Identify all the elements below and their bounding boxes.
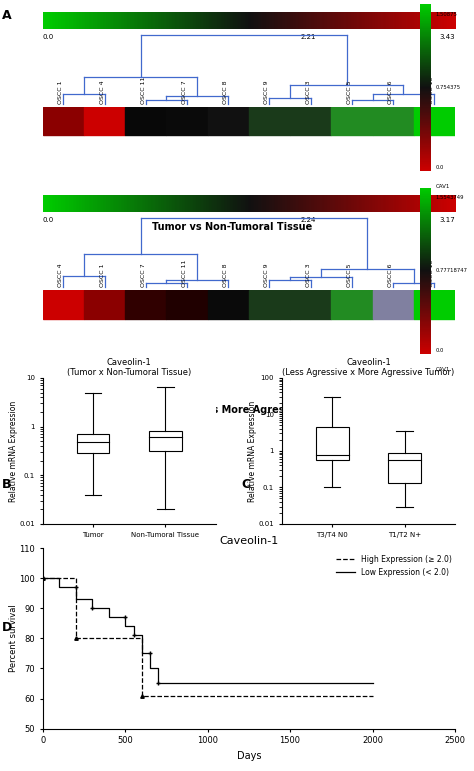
Bar	[388, 453, 421, 483]
Text: OSCC 4: OSCC 4	[100, 81, 104, 104]
High Expression (≥ 2.0)	[40, 574, 46, 583]
Line: Low Expression (< 2.0): Low Expression (< 2.0)	[43, 578, 373, 683]
High Expression (≥ 2.0)	[370, 691, 375, 700]
Bar	[290, 106, 331, 136]
Bar	[125, 290, 166, 318]
Y-axis label: Relative mRNA Expression: Relative mRNA Expression	[248, 400, 257, 502]
Text: OSCC 8: OSCC 8	[223, 264, 228, 288]
Text: Tumor vs Non-Tumoral Tissue: Tumor vs Non-Tumoral Tissue	[152, 221, 312, 231]
Low Expression (< 2.0)	[90, 604, 95, 613]
Text: OSCC 3: OSCC 3	[306, 264, 311, 288]
Line: High Expression (≥ 2.0): High Expression (≥ 2.0)	[43, 578, 373, 695]
Low Expression (< 2.0)	[73, 594, 79, 604]
Bar	[43, 290, 84, 318]
Text: OSCC 7: OSCC 7	[141, 264, 146, 288]
Low Expression (< 2.0)	[73, 583, 79, 592]
Low Expression (< 2.0)	[106, 604, 111, 613]
Low Expression (< 2.0)	[155, 678, 161, 688]
Bar	[290, 290, 331, 318]
Text: 2.21: 2.21	[301, 34, 317, 40]
Y-axis label: Percent survival: Percent survival	[9, 604, 18, 672]
Bar	[208, 290, 249, 318]
Low Expression (< 2.0)	[40, 574, 46, 583]
Low Expression (< 2.0)	[122, 621, 128, 631]
Low Expression (< 2.0)	[106, 613, 112, 622]
Bar	[149, 431, 182, 451]
Low Expression (< 2.0)	[155, 664, 161, 673]
Text: OSCC 1: OSCC 1	[58, 81, 63, 104]
Title: Caveolin-1
(Less Agressive x More Agressive Tumor): Caveolin-1 (Less Agressive x More Agress…	[283, 358, 455, 377]
Bar	[249, 290, 290, 318]
Text: OSCC 11: OSCC 11	[182, 260, 187, 288]
Text: OSCC 10: OSCC 10	[429, 77, 434, 104]
Text: Less Agressive vs More Agressive Tumor: Less Agressive vs More Agressive Tumor	[121, 405, 344, 415]
Text: 3.43: 3.43	[439, 34, 455, 40]
High Expression (≥ 2.0)	[139, 634, 145, 643]
Low Expression (< 2.0)	[56, 574, 62, 583]
Text: OSCC 7: OSCC 7	[182, 81, 187, 104]
X-axis label: Days: Days	[237, 751, 261, 761]
Bar	[84, 106, 125, 136]
Text: OSCC 8: OSCC 8	[223, 81, 228, 104]
Text: OSCC 3: OSCC 3	[306, 81, 311, 104]
Text: OSCC 1: OSCC 1	[100, 264, 104, 288]
Text: OSCC 10: OSCC 10	[429, 260, 434, 288]
Text: OSCC 5: OSCC 5	[347, 81, 352, 104]
Low Expression (< 2.0)	[89, 594, 95, 604]
Low Expression (< 2.0)	[56, 583, 62, 592]
Low Expression (< 2.0)	[147, 664, 153, 673]
Legend: High Expression (≥ 2.0), Low Expression (< 2.0): High Expression (≥ 2.0), Low Expression …	[333, 552, 456, 580]
Low Expression (< 2.0)	[139, 648, 145, 658]
Text: OSCC 11: OSCC 11	[141, 77, 146, 104]
High Expression (≥ 2.0)	[73, 574, 79, 583]
Low Expression (< 2.0)	[131, 631, 137, 640]
Text: 3.17: 3.17	[439, 217, 455, 223]
Text: 2.24: 2.24	[301, 217, 316, 223]
Text: OSCC 6: OSCC 6	[388, 264, 393, 288]
Bar	[166, 290, 208, 318]
Low Expression (< 2.0)	[370, 678, 375, 688]
High Expression (≥ 2.0)	[73, 634, 79, 643]
Bar	[414, 106, 455, 136]
Text: OSCC 4: OSCC 4	[58, 264, 63, 288]
Bar	[77, 433, 109, 453]
Text: B: B	[2, 478, 12, 491]
Text: 0.0: 0.0	[43, 217, 54, 223]
Low Expression (< 2.0)	[130, 621, 136, 631]
Bar	[43, 106, 84, 136]
Low Expression (< 2.0)	[147, 648, 153, 658]
Bar	[414, 290, 455, 318]
Bar	[208, 106, 249, 136]
Bar	[166, 106, 208, 136]
Bar	[331, 290, 373, 318]
Text: D: D	[2, 621, 13, 634]
Bar	[373, 106, 414, 136]
Bar	[84, 290, 125, 318]
Bar	[125, 106, 166, 136]
Text: OSCC 5: OSCC 5	[347, 264, 352, 288]
Bar	[373, 290, 414, 318]
Text: C: C	[242, 478, 251, 491]
Bar	[316, 427, 348, 460]
Text: OSCC 9: OSCC 9	[264, 264, 269, 288]
High Expression (≥ 2.0)	[139, 691, 145, 700]
Low Expression (< 2.0)	[139, 631, 145, 640]
Title: Caveolin-1: Caveolin-1	[219, 536, 279, 546]
Text: OSCC 6: OSCC 6	[388, 81, 393, 104]
Title: Caveolin-1
(Tumor x Non-Tumoral Tissue): Caveolin-1 (Tumor x Non-Tumoral Tissue)	[67, 358, 191, 377]
Text: 0.0: 0.0	[43, 34, 54, 40]
Low Expression (< 2.0)	[122, 613, 128, 622]
Text: OSCC 9: OSCC 9	[264, 81, 269, 104]
Bar	[249, 106, 290, 136]
Text: A: A	[2, 9, 12, 22]
Y-axis label: Relative mRNA Expression: Relative mRNA Expression	[9, 400, 18, 502]
Bar	[331, 106, 373, 136]
